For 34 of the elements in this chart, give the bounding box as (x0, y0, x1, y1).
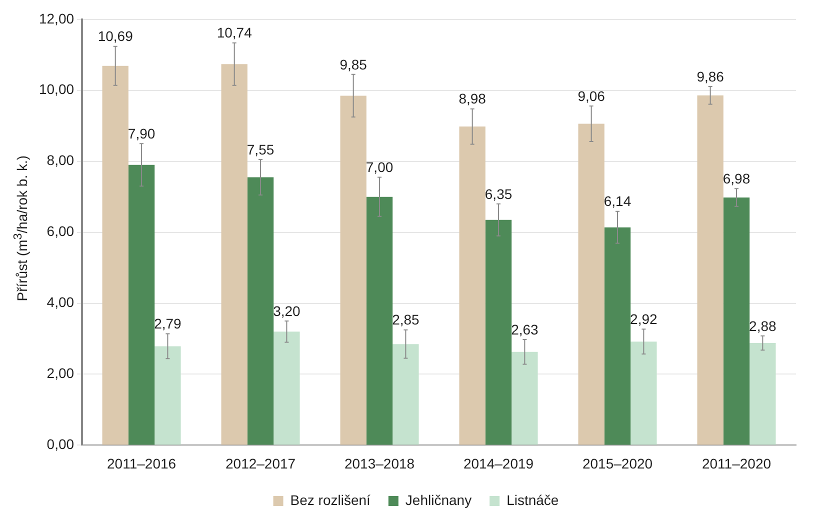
legend-label: Bez rozlišení (290, 492, 371, 508)
data-label: 3,20 (273, 302, 301, 319)
data-label: 9,06 (578, 88, 606, 104)
x-tick-label: 2011–2016 (107, 455, 176, 472)
x-tick-label: 2015–2020 (582, 455, 653, 472)
y-tick-label: 2,00 (46, 365, 74, 382)
data-label: 2,63 (511, 321, 539, 338)
x-tick-label: 2011–2020 (702, 455, 772, 472)
data-label: 2,88 (749, 318, 777, 334)
x-tick-label: 2012–2017 (225, 455, 296, 472)
data-label: 2,92 (630, 311, 658, 328)
data-label: 8,98 (458, 90, 486, 107)
y-tick-label: 4,00 (46, 294, 74, 310)
data-label: 2,79 (154, 316, 182, 332)
data-label: 7,90 (128, 125, 156, 142)
y-tick-label: 8,00 (46, 152, 74, 168)
data-label: 10,69 (98, 28, 134, 44)
y-tick-label: 10,00 (38, 81, 74, 98)
data-label: 7,55 (246, 141, 274, 158)
data-label: 2,85 (392, 312, 420, 328)
y-tick-label: 0,00 (46, 436, 74, 452)
data-label: 10,74 (216, 24, 252, 41)
x-tick-label: 2013–2018 (344, 455, 415, 472)
data-label: 9,85 (340, 56, 368, 72)
data-label: 7,00 (366, 159, 394, 176)
x-tick-label: 2014–2019 (463, 455, 534, 472)
legend-label: Listnáče (506, 492, 559, 508)
data-label: 6,35 (484, 186, 512, 202)
y-tick-label: 6,00 (46, 223, 74, 240)
data-label: 6,14 (604, 193, 632, 210)
y-tick-label: 12,00 (38, 10, 74, 26)
data-label: 6,98 (722, 170, 750, 187)
data-label: 9,86 (696, 68, 724, 84)
legend-label: Jehličnany (405, 492, 472, 508)
